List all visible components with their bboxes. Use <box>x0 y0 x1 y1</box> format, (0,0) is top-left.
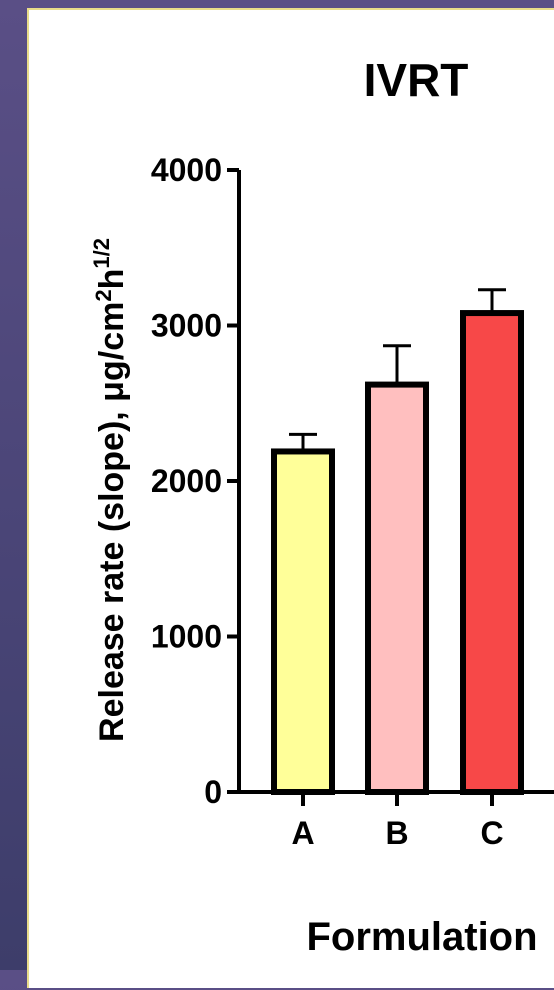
bar-B <box>365 381 429 795</box>
y-tick-label-2000: 2000 <box>151 463 222 499</box>
x-tick-label-B: B <box>385 815 408 851</box>
bar-A <box>271 448 335 795</box>
bars <box>271 310 524 795</box>
y-axis-label-main: Release rate (slope), μg/cm <box>93 302 131 742</box>
y-tick-label-1000: 1000 <box>151 619 222 655</box>
y-axis-label-sup1: 2 <box>91 289 116 301</box>
error-bar-B <box>383 344 411 385</box>
x-tick-label-A: A <box>291 815 314 851</box>
bar-C <box>460 310 524 795</box>
x-axis-label: Formulation <box>306 915 537 959</box>
chart-title: IVRT <box>364 54 469 106</box>
error-bar-C <box>478 288 506 314</box>
chart-panel: IVRT Release rate (slope), μg/cm2h1/2 0 1… <box>27 8 554 988</box>
y-tick-label-3000: 3000 <box>151 308 222 344</box>
y-axis-label: Release rate (slope), μg/cm2h1/2 <box>89 238 131 742</box>
y-axis-label-mid: h <box>93 269 131 290</box>
y-axis: 0 1000 2000 3000 4000 <box>151 152 241 810</box>
x-axis: A B C <box>237 790 554 851</box>
x-tick-label-C: C <box>480 815 503 851</box>
y-tick-label-4000: 4000 <box>151 152 222 188</box>
y-axis-label-sup2: 1/2 <box>89 238 114 269</box>
bar-chart: IVRT Release rate (slope), μg/cm2h1/2 0 1… <box>89 54 554 959</box>
y-tick-label-0: 0 <box>204 774 222 810</box>
